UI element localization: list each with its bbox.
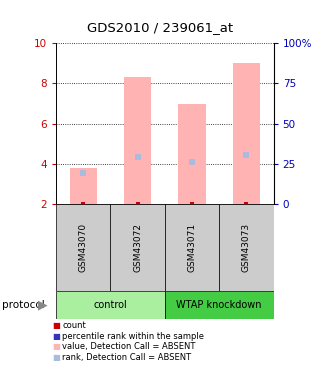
Text: ▶: ▶ (38, 298, 48, 311)
Bar (219, 204, 274, 291)
Text: ■: ■ (52, 332, 60, 341)
Text: count: count (62, 321, 86, 330)
Text: GSM43072: GSM43072 (133, 223, 142, 272)
Bar (165, 291, 274, 319)
Text: WTAP knockdown: WTAP knockdown (176, 300, 262, 310)
Text: ■: ■ (52, 353, 60, 362)
Text: value, Detection Call = ABSENT: value, Detection Call = ABSENT (62, 342, 196, 351)
Text: GSM43070: GSM43070 (79, 223, 88, 272)
Bar (70, 168, 97, 204)
Text: ■: ■ (52, 342, 60, 351)
Bar (165, 204, 219, 291)
Bar (124, 77, 151, 204)
Text: ■: ■ (52, 321, 60, 330)
Bar (110, 204, 165, 291)
Text: GSM43073: GSM43073 (242, 223, 251, 272)
Bar (56, 204, 110, 291)
Text: GDS2010 / 239061_at: GDS2010 / 239061_at (87, 21, 233, 34)
Bar (233, 63, 260, 204)
Text: protocol: protocol (2, 300, 44, 310)
Text: percentile rank within the sample: percentile rank within the sample (62, 332, 204, 341)
Bar (56, 291, 165, 319)
Text: control: control (93, 300, 127, 310)
Bar (179, 104, 206, 204)
Text: rank, Detection Call = ABSENT: rank, Detection Call = ABSENT (62, 353, 192, 362)
Text: GSM43071: GSM43071 (188, 223, 196, 272)
